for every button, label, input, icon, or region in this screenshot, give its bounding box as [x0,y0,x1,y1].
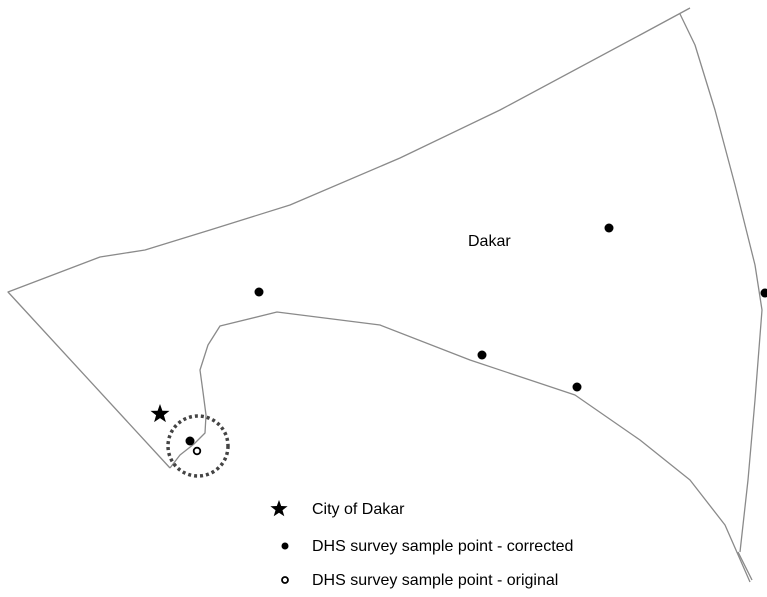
legend-item-corrected: DHS survey sample point - corrected [281,538,573,555]
corrected-point [185,436,195,446]
legend-item-city: City of Dakar [270,500,405,518]
legend-label-original: DHS survey sample point - original [312,572,558,589]
legend: City of Dakar DHS survey sample point - … [270,500,573,589]
original-point [192,446,202,456]
legend-label-corrected: DHS survey sample point - corrected [312,538,573,555]
corrected-point [254,287,264,297]
boundary-outer [7,7,691,469]
city-star-icon [150,404,170,423]
boundary-south [737,551,753,581]
corrected-points [185,223,767,446]
region-label-dakar: Dakar [468,233,511,250]
filled-dot-icon [281,542,289,550]
open-dot-icon [281,576,289,584]
displacement-buffer-circle [166,414,230,478]
star-icon [270,500,288,517]
legend-label-city: City of Dakar [312,501,405,518]
corrected-point [572,382,582,392]
boundary-east [679,13,763,553]
corrected-point [760,288,767,298]
boundary-inner [169,311,751,583]
legend-item-original: DHS survey sample point - original [281,572,558,589]
region-boundaries [7,7,763,583]
corrected-point [604,223,614,233]
corrected-point [477,350,487,360]
